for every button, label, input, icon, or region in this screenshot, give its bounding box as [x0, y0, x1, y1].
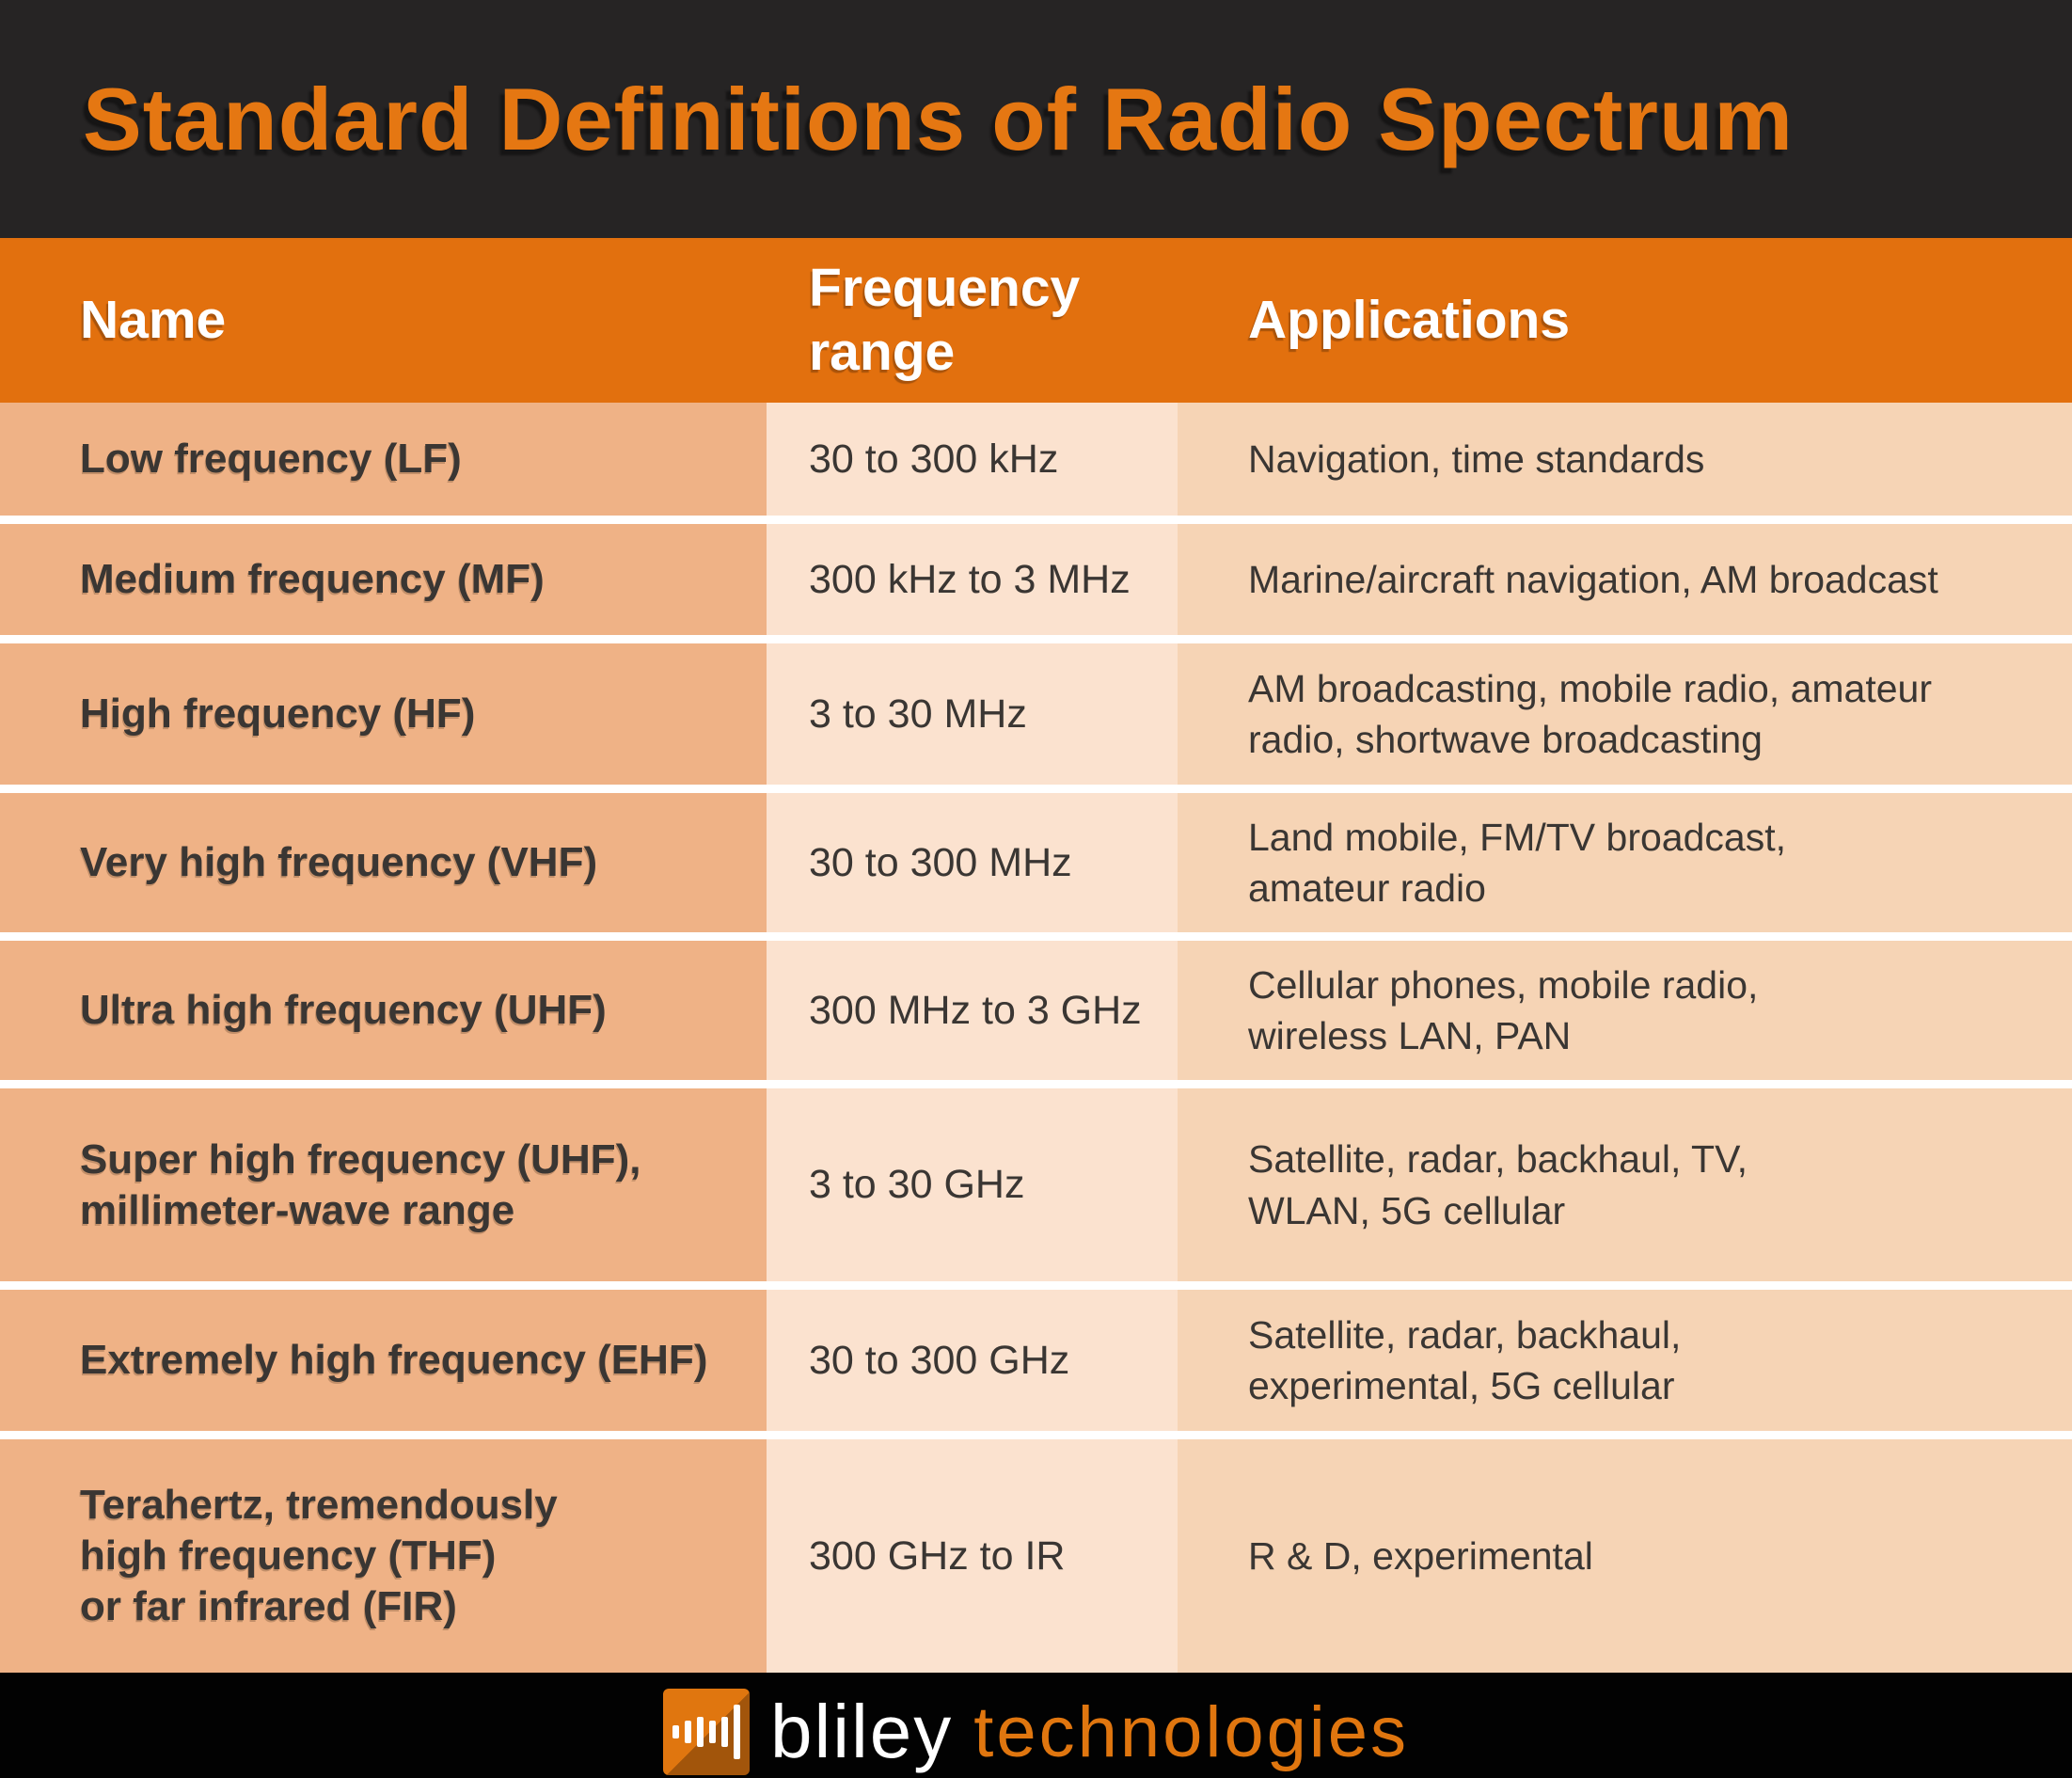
footer: bliley technologies: [0, 1673, 2072, 1778]
name-cell: Ultra high frequency (UHF): [0, 941, 767, 1080]
column-header-applications: Applications: [1248, 289, 1571, 350]
applications-cell: Navigation, time standards: [1178, 403, 2072, 516]
table-row: Super high frequency (UHF), millimeter-w…: [0, 1088, 2072, 1281]
frequency-cell: 300 MHz to 3 GHz: [767, 941, 1178, 1080]
applications-cell: R & D, experimental: [1178, 1439, 2072, 1673]
table-row: Low frequency (LF) 30 to 300 kHz Navigat…: [0, 403, 2072, 516]
column-header-frequency-range: Frequency range: [809, 258, 1081, 382]
table-row: Medium frequency (MF) 300 kHz to 3 MHz M…: [0, 524, 2072, 635]
table-row: Very high frequency (VHF) 30 to 300 MHz …: [0, 793, 2072, 932]
brand-suffix: technologies: [973, 1691, 1410, 1772]
spectrum-table: Name Frequency range Applications Low fr…: [0, 238, 2072, 1673]
title-band: Standard Definitions of Radio Spectrum: [0, 0, 2072, 238]
applications-cell: Land mobile, FM/TV broadcast, amateur ra…: [1178, 793, 2072, 932]
frequency-cell: 30 to 300 kHz: [767, 403, 1178, 516]
name-cell: Low frequency (LF): [0, 403, 767, 516]
applications-cell: Satellite, radar, backhaul, TV, WLAN, 5G…: [1178, 1088, 2072, 1281]
table-row: High frequency (HF) 3 to 30 MHz AM broad…: [0, 643, 2072, 785]
table-row: Terahertz, tremendously high frequency (…: [0, 1439, 2072, 1673]
applications-cell: Cellular phones, mobile radio, wireless …: [1178, 941, 2072, 1080]
frequency-cell: 30 to 300 MHz: [767, 793, 1178, 932]
name-cell: Medium frequency (MF): [0, 524, 767, 635]
table-header-row: Name Frequency range Applications: [0, 238, 2072, 403]
name-cell: High frequency (HF): [0, 643, 767, 785]
column-header-name: Name: [80, 289, 227, 350]
name-cell: Terahertz, tremendously high frequency (…: [0, 1439, 767, 1673]
applications-cell: Marine/aircraft navigation, AM broadcast: [1178, 524, 2072, 635]
frequency-cell: 30 to 300 GHz: [767, 1290, 1178, 1431]
name-cell: Extremely high frequency (EHF): [0, 1290, 767, 1431]
frequency-cell: 3 to 30 GHz: [767, 1088, 1178, 1281]
page-title: Standard Definitions of Radio Spectrum: [83, 69, 1794, 168]
applications-cell: AM broadcasting, mobile radio, amateur r…: [1178, 643, 2072, 785]
frequency-cell: 3 to 30 MHz: [767, 643, 1178, 785]
brand-name: bliley: [769, 1690, 954, 1773]
waveform-icon: [662, 1689, 750, 1775]
frequency-cell: 300 kHz to 3 MHz: [767, 524, 1178, 635]
table-row: Extremely high frequency (EHF) 30 to 300…: [0, 1290, 2072, 1431]
applications-cell: Satellite, radar, backhaul, experimental…: [1178, 1290, 2072, 1431]
frequency-cell: 300 GHz to IR: [767, 1439, 1178, 1673]
name-cell: Very high frequency (VHF): [0, 793, 767, 932]
name-cell: Super high frequency (UHF), millimeter-w…: [0, 1088, 767, 1281]
table-row: Ultra high frequency (UHF) 300 MHz to 3 …: [0, 941, 2072, 1080]
table-body: Low frequency (LF) 30 to 300 kHz Navigat…: [0, 403, 2072, 1673]
